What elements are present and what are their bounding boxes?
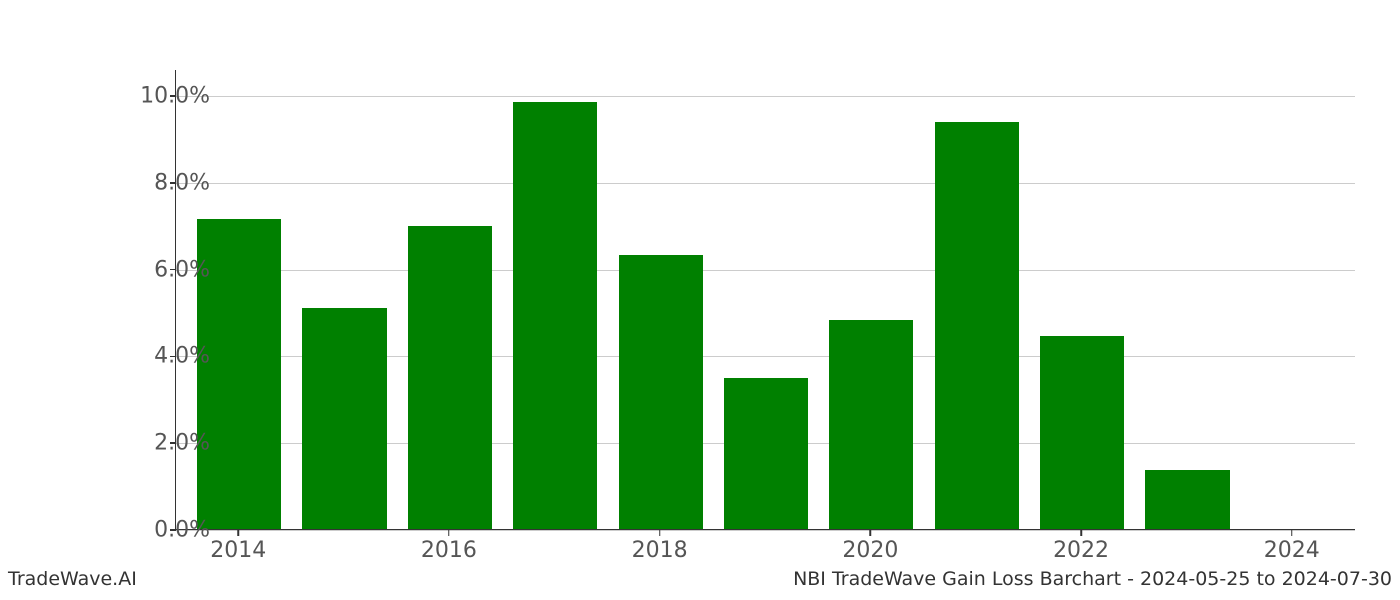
- bar-2017: [513, 102, 597, 529]
- y-tick-label: 0.0%: [110, 518, 210, 543]
- x-tick-mark: [870, 530, 872, 536]
- x-tick-label: 2014: [210, 538, 266, 563]
- x-tick-label: 2020: [842, 538, 898, 563]
- y-tick-label: 4.0%: [110, 344, 210, 369]
- bar-2015: [302, 308, 386, 529]
- footer-left-text: TradeWave.AI: [8, 568, 137, 590]
- bar-2018: [619, 255, 703, 529]
- plot-area: [175, 70, 1355, 530]
- y-tick-label: 8.0%: [110, 170, 210, 195]
- x-tick-mark: [1080, 530, 1082, 536]
- x-tick-mark: [1291, 530, 1293, 536]
- x-tick-mark: [659, 530, 661, 536]
- y-tick-label: 10.0%: [110, 84, 210, 109]
- bar-2021: [935, 122, 1019, 529]
- chart-container: 201420162018202020222024: [175, 70, 1355, 530]
- gridline: [176, 530, 1355, 531]
- x-tick-label: 2018: [632, 538, 688, 563]
- x-tick-label: 2016: [421, 538, 477, 563]
- bar-2019: [724, 378, 808, 529]
- gridline: [176, 270, 1355, 271]
- x-tick-mark: [448, 530, 450, 536]
- gridline: [176, 183, 1355, 184]
- x-tick-mark: [237, 530, 239, 536]
- bar-2020: [829, 320, 913, 529]
- y-tick-label: 6.0%: [110, 257, 210, 282]
- bar-2016: [408, 226, 492, 529]
- bar-2023: [1145, 470, 1229, 529]
- y-tick-label: 2.0%: [110, 431, 210, 456]
- x-tick-label: 2022: [1053, 538, 1109, 563]
- x-tick-label: 2024: [1264, 538, 1320, 563]
- gridline: [176, 96, 1355, 97]
- bar-2022: [1040, 336, 1124, 529]
- footer-right-text: NBI TradeWave Gain Loss Barchart - 2024-…: [793, 568, 1392, 590]
